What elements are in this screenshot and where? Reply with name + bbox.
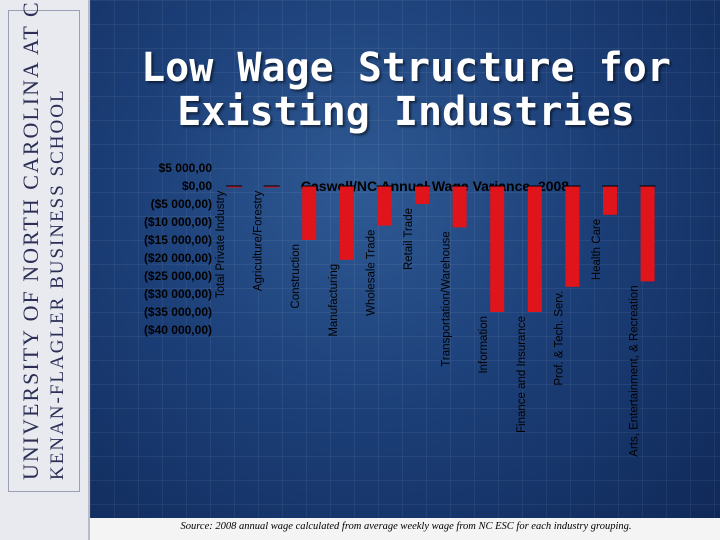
bar xyxy=(302,186,317,240)
category-label: Information xyxy=(478,316,490,374)
category-label: Prof. & Tech. Serv. xyxy=(553,291,565,386)
bar xyxy=(527,186,542,312)
bar xyxy=(339,186,354,260)
source-footnote: Source: 2008 annual wage calculated from… xyxy=(180,521,632,532)
bar xyxy=(415,186,429,204)
y-tick-label: $5 000,00 xyxy=(159,161,213,175)
y-tick-label: ($35 000,00) xyxy=(144,305,212,319)
category-label: Construction xyxy=(290,244,302,309)
bar xyxy=(452,186,467,228)
bar xyxy=(640,186,655,282)
category-label: Wholesale Trade xyxy=(365,230,377,316)
university-sidebar: UNIVERSITY OF NORTH CAROLINA AT CHAPEL H… xyxy=(0,0,90,540)
background-grid xyxy=(90,0,720,520)
bar xyxy=(227,186,241,188)
category-label: Agriculture/Forestry xyxy=(253,190,265,291)
y-tick-label: ($10 000,00) xyxy=(144,215,212,229)
category-label: Manufacturing xyxy=(328,264,340,337)
y-tick-label: ($25 000,00) xyxy=(144,269,212,283)
y-tick-label: ($5 000,00) xyxy=(151,197,212,211)
bar xyxy=(377,186,392,226)
category-label: Total Private Industry xyxy=(215,190,227,298)
category-label: Arts, Entertainment, & Recreation xyxy=(629,285,641,456)
footer-bar xyxy=(90,518,720,540)
y-tick-label: ($40 000,00) xyxy=(144,323,212,337)
y-tick-label: ($15 000,00) xyxy=(144,233,212,247)
bar xyxy=(565,186,580,287)
category-label: Transportation/Warehouse xyxy=(441,231,453,366)
bar xyxy=(603,186,617,215)
bar xyxy=(490,186,505,312)
y-tick-label: ($20 000,00) xyxy=(144,251,212,265)
sidebar-frame xyxy=(8,10,80,492)
y-tick-label: $0,00 xyxy=(182,179,212,193)
category-label: Finance and Insurance xyxy=(516,316,528,433)
y-tick-label: ($30 000,00) xyxy=(144,287,212,301)
category-label: Health Care xyxy=(591,219,603,280)
category-label: Retail Trade xyxy=(403,208,415,270)
slide-title: Low Wage Structure for Existing Industri… xyxy=(141,45,671,135)
bar xyxy=(264,186,279,188)
